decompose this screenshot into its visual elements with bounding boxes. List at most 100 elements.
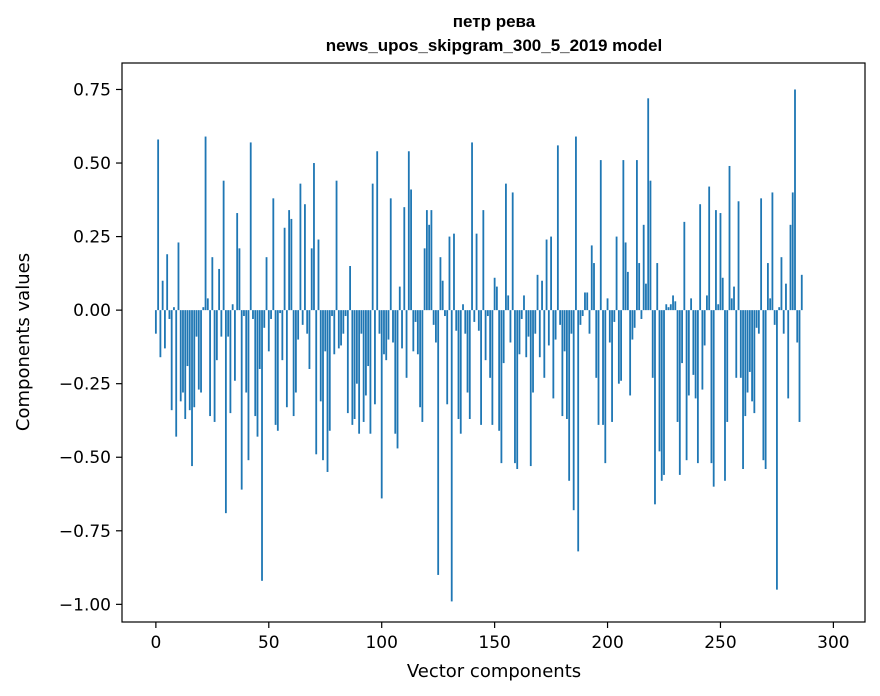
bar-14 bbox=[186, 310, 189, 367]
bar-2 bbox=[159, 310, 162, 358]
bar-197 bbox=[599, 160, 602, 311]
bar-120 bbox=[425, 210, 428, 311]
bar-99 bbox=[378, 310, 381, 334]
bar-198 bbox=[602, 310, 604, 425]
bar-15 bbox=[188, 310, 191, 411]
bar-195 bbox=[595, 310, 598, 378]
bar-116 bbox=[416, 310, 419, 355]
y-tick-label: 0.25 bbox=[73, 228, 111, 248]
bar-249 bbox=[717, 304, 720, 311]
bar-50 bbox=[267, 310, 270, 352]
bar-166 bbox=[529, 310, 532, 467]
bar-105 bbox=[392, 310, 394, 343]
bar-60 bbox=[290, 218, 293, 311]
bar-9 bbox=[175, 310, 178, 437]
y-axis-label: Components values bbox=[13, 253, 34, 431]
bar-24 bbox=[209, 310, 211, 417]
bar-261 bbox=[744, 310, 747, 417]
bar-270 bbox=[764, 310, 767, 470]
x-tick-label: 250 bbox=[704, 633, 736, 653]
bar-263 bbox=[748, 310, 751, 372]
bar-192 bbox=[588, 310, 591, 334]
bar-246 bbox=[710, 310, 713, 464]
bar-145 bbox=[482, 210, 485, 311]
bar-71 bbox=[315, 310, 318, 455]
bar-189 bbox=[581, 310, 584, 317]
bar-258 bbox=[737, 201, 740, 311]
bar-254 bbox=[728, 165, 731, 311]
bar-33 bbox=[229, 310, 232, 414]
bar-172 bbox=[543, 310, 546, 378]
bar-26 bbox=[213, 310, 216, 422]
bar-233 bbox=[681, 310, 683, 364]
bar-242 bbox=[701, 310, 704, 390]
bar-162 bbox=[520, 310, 523, 319]
bar-178 bbox=[556, 145, 559, 311]
bar-27 bbox=[215, 310, 218, 361]
bar-274 bbox=[773, 310, 776, 325]
bar-43 bbox=[252, 310, 254, 319]
bar-94 bbox=[367, 310, 370, 367]
bar-59 bbox=[288, 210, 291, 311]
bar-29 bbox=[220, 310, 223, 337]
bar-39 bbox=[243, 310, 245, 317]
bar-179 bbox=[559, 310, 562, 325]
bar-133 bbox=[455, 310, 458, 331]
bar-204 bbox=[615, 236, 618, 311]
bar-174 bbox=[547, 310, 550, 346]
bar-13 bbox=[184, 310, 187, 419]
bar-180 bbox=[561, 310, 564, 417]
bar-8 bbox=[173, 307, 175, 311]
bar-18 bbox=[195, 310, 198, 337]
bar-138 bbox=[466, 310, 469, 393]
bar-181 bbox=[563, 310, 566, 352]
bar-241 bbox=[699, 204, 702, 311]
bar-109 bbox=[401, 310, 403, 349]
bar-266 bbox=[755, 310, 758, 328]
bar-168 bbox=[534, 310, 537, 334]
bar-159 bbox=[514, 310, 516, 464]
bar-282 bbox=[791, 192, 794, 311]
bar-221 bbox=[654, 310, 656, 505]
y-tick-label: 0.00 bbox=[73, 301, 111, 321]
bar-183 bbox=[568, 310, 571, 481]
bar-139 bbox=[468, 310, 471, 419]
bar-122 bbox=[430, 210, 433, 311]
bar-209 bbox=[626, 271, 629, 311]
bar-182 bbox=[565, 310, 568, 419]
bar-206 bbox=[620, 310, 622, 381]
bar-231 bbox=[676, 310, 679, 422]
plot-frame bbox=[121, 62, 866, 623]
bar-250 bbox=[719, 213, 722, 311]
bar-149 bbox=[491, 310, 494, 425]
bar-11 bbox=[179, 310, 182, 402]
bar-223 bbox=[658, 310, 661, 452]
bar-153 bbox=[500, 310, 503, 464]
bar-245 bbox=[708, 186, 711, 311]
bar-106 bbox=[394, 310, 397, 434]
bar-78 bbox=[331, 310, 333, 317]
bar-10 bbox=[177, 242, 180, 311]
bar-17 bbox=[193, 310, 196, 408]
bar-42 bbox=[249, 142, 252, 311]
bar-23 bbox=[206, 298, 209, 311]
chart-title: петр рева bbox=[453, 12, 536, 31]
bar-236 bbox=[687, 310, 690, 396]
bar-93 bbox=[365, 310, 367, 396]
bar-126 bbox=[439, 257, 442, 311]
bar-155 bbox=[505, 183, 507, 311]
bar-267 bbox=[757, 310, 760, 334]
bar-144 bbox=[480, 310, 482, 425]
bar-118 bbox=[421, 310, 424, 422]
bar-228 bbox=[669, 304, 672, 311]
bar-52 bbox=[272, 198, 275, 311]
bar-256 bbox=[733, 286, 735, 311]
bar-225 bbox=[663, 310, 665, 475]
bar-164 bbox=[525, 310, 528, 358]
bar-121 bbox=[428, 224, 431, 311]
bar-82 bbox=[340, 310, 342, 346]
bar-44 bbox=[254, 310, 257, 417]
bar-123 bbox=[432, 310, 435, 325]
bar-36 bbox=[236, 213, 239, 311]
bar-247 bbox=[712, 310, 715, 487]
